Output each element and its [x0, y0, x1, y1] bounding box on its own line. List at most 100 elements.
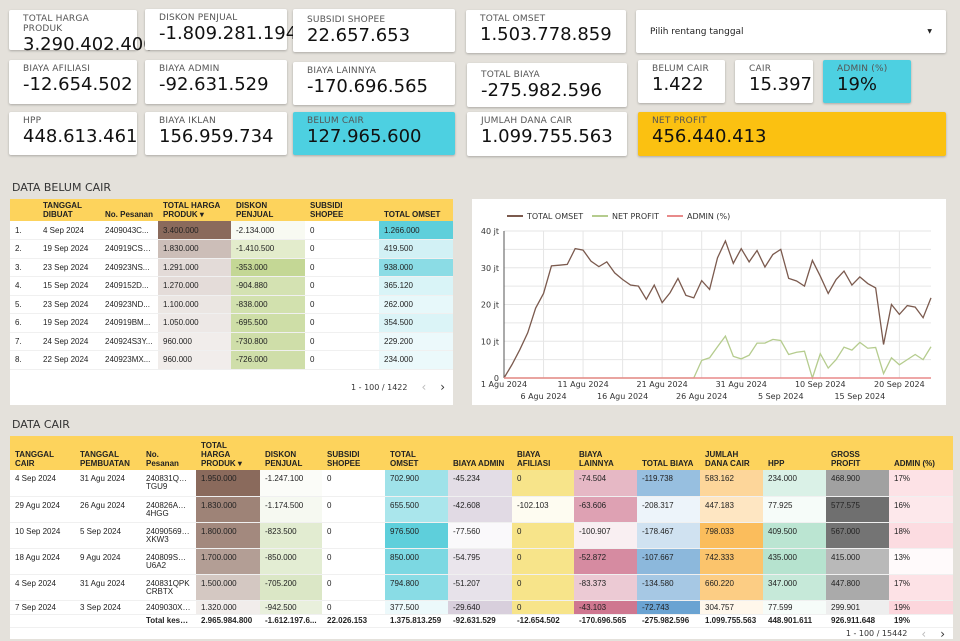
table-cell: 15 Sep 2024 — [38, 276, 100, 296]
value: 15.397 — [749, 74, 812, 95]
table-row[interactable]: 18 Agu 2024 9 Agu 2024 240809SDCC U6A2 1.70… — [10, 548, 953, 575]
y-tick-label: 10 jt — [481, 337, 499, 346]
table-cell: 31 Agu 2024 — [75, 470, 141, 497]
column-header[interactable]: TANGGAL DIBUAT — [38, 199, 100, 221]
value: -92.631.529 — [159, 74, 269, 95]
total-cell: 19% — [889, 614, 953, 628]
total-cell: 926.911.648 — [826, 614, 889, 628]
table-row[interactable]: 7. 24 Sep 2024 240924S3Y... 960.000 -730.800… — [10, 332, 453, 351]
column-header[interactable]: DISKON PENJUAL — [231, 199, 305, 221]
x-tick-label: 5 Sep 2024 — [758, 392, 804, 401]
table-cell: 9 Agu 2024 — [75, 548, 141, 575]
table-cell: 240923MX... — [100, 350, 158, 370]
table-cell: 1.266.000 — [379, 221, 453, 240]
table-cell: 2409030X5X — [141, 600, 196, 615]
table-cell: 1.830.000 — [196, 496, 260, 523]
label: BELUM CAIR — [652, 64, 709, 74]
table-row[interactable]: 4 Sep 2024 31 Agu 2024 240831QKJU TGU9 1.95… — [10, 470, 953, 497]
label: HPP — [23, 116, 42, 126]
column-header[interactable]: TANGGAL CAIR — [10, 436, 75, 470]
table-cell: -51.207 — [448, 574, 512, 601]
table-row[interactable]: 3. 23 Sep 2024 240923NS... 1.291.000 -353.00… — [10, 258, 453, 277]
table-cell: 0 — [305, 258, 379, 277]
column-header[interactable] — [10, 199, 38, 221]
label: CAIR — [749, 64, 772, 74]
table-cell: 702.900 — [385, 470, 448, 497]
column-header[interactable]: No. Pesanan — [141, 436, 196, 470]
line-chart-svg: 0 10 jt 20 jt 30 jt 40 jt 1 Agu 2024 6 Agu 202… — [481, 212, 932, 401]
table-cell: -850.000 — [260, 548, 322, 575]
next-page-icon[interactable]: › — [940, 626, 945, 641]
table-cell: 447.800 — [826, 574, 889, 601]
table-row[interactable]: 7 Sep 2024 3 Sep 2024 2409030X5X 1.320.000-… — [10, 600, 953, 615]
table-cell: -119.738 — [637, 470, 700, 497]
next-page-icon[interactable]: › — [440, 380, 446, 394]
prev-page-icon[interactable]: ‹ — [921, 626, 927, 641]
line-chart: 0 10 jt 20 jt 30 jt 40 jt 1 Agu 2024 6 Agu 202… — [472, 199, 946, 405]
table-row[interactable]: 4 Sep 2024 31 Agu 2024 240831QPK CRBTX 1.50… — [10, 574, 953, 601]
column-header[interactable]: JUMLAH DANA CAIR — [700, 436, 763, 470]
value: 456.440.413 — [652, 126, 767, 147]
scorecard-total-biaya: TOTAL BIAYA -275.982.596 — [467, 63, 627, 107]
scorecard-biaya-lainnya: BIAYA LAINNYA -170.696.565 — [293, 62, 455, 105]
table-row[interactable]: 10 Sep 2024 5 Sep 2024 24090569SS XKW3 1.80… — [10, 522, 953, 549]
table-row[interactable]: 6. 19 Sep 2024 240919BM... 1.050.000 -695.50… — [10, 313, 453, 333]
column-header[interactable]: BIAYA ADMIN — [448, 436, 512, 470]
table-cell: 31 Agu 2024 — [75, 574, 141, 601]
value: 19% — [837, 74, 878, 95]
table-cell: 960.000 — [158, 332, 231, 351]
total-cell: 448.901.611 — [763, 614, 826, 628]
pagination: 1 - 100 / 15442 ‹ › — [846, 626, 945, 641]
table-row[interactable]: 1. 4 Sep 2024 2409043C... 3.400.000 -2.134.0… — [10, 221, 453, 240]
column-header[interactable]: TANGGAL PEMBUATAN — [75, 436, 141, 470]
table-cell: 354.500 — [379, 313, 453, 333]
column-header[interactable]: SUBSIDI SHOPEE — [322, 436, 385, 470]
column-header[interactable]: TOTAL OMSET — [385, 436, 448, 470]
column-header[interactable]: HPP — [763, 436, 826, 470]
column-header[interactable]: BIAYA AFILIASI — [512, 436, 574, 470]
column-header[interactable]: ADMIN (%) — [889, 436, 953, 470]
table-row[interactable]: 2. 19 Sep 2024 240919CS0... 1.830.000 -1.410… — [10, 239, 453, 259]
table-cell: 0 — [322, 574, 385, 601]
table-cell: 0 — [322, 496, 385, 523]
total-cell: -170.696.565 — [574, 614, 637, 628]
x-tick-label: 26 Agu 2024 — [676, 392, 727, 401]
table-cell: -1.247.100 — [260, 470, 322, 497]
table-row[interactable]: 8. 22 Sep 2024 240923MX... 960.000 -726.000 0… — [10, 350, 453, 370]
table-row[interactable]: 29 Agu 2024 26 Agu 2024 240826AXB7 4HGG 1.8… — [10, 496, 953, 523]
table-cell: 262.000 — [379, 295, 453, 314]
table-row[interactable]: 5. 23 Sep 2024 240923ND... 1.100.000 -838.00… — [10, 295, 453, 314]
table-cell: 5 Sep 2024 — [75, 522, 141, 549]
table-cell: 24090569SS XKW3 — [141, 522, 196, 549]
column-header[interactable]: TOTAL HARGA PRODUK ▾ — [158, 199, 231, 221]
prev-page-icon[interactable]: ‹ — [421, 380, 427, 394]
column-header[interactable]: SUBSIDI SHOPEE — [305, 199, 379, 221]
table-cell: 240919CS0... — [100, 239, 158, 259]
table-cell: 435.000 — [763, 548, 826, 575]
pagination: 1 - 100 / 1422 ‹ › — [351, 380, 446, 394]
value: 22.657.653 — [307, 25, 411, 46]
column-header[interactable]: TOTAL BIAYA — [637, 436, 700, 470]
table-cell: 0 — [305, 239, 379, 259]
column-header[interactable]: TOTAL OMSET — [379, 199, 453, 221]
table-row[interactable]: 4. 15 Sep 2024 2409152D... 1.270.000 -904.88… — [10, 276, 453, 296]
scorecard-belum-cair-amount: BELUM CAIR 127.965.600 — [293, 112, 455, 155]
table-cell: 19 Sep 2024 — [38, 239, 100, 259]
table-cell: 7. — [10, 332, 38, 351]
table-cell: 29 Agu 2024 — [10, 496, 75, 523]
table-cell: 304.757 — [700, 600, 763, 615]
table-cell: 419.500 — [379, 239, 453, 259]
total-cell: -275.982.596 — [637, 614, 700, 628]
table-cell: 850.000 — [385, 548, 448, 575]
table-cell: 18% — [889, 522, 953, 549]
column-header[interactable]: DISKON PENJUAL — [260, 436, 322, 470]
column-header[interactable]: BIAYA LAINNYA — [574, 436, 637, 470]
table-cell: 240924S3Y... — [100, 332, 158, 351]
column-header[interactable]: TOTAL HARGA PRODUK ▾ — [196, 436, 260, 470]
label: BELUM CAIR — [307, 116, 364, 126]
label: NET PROFIT — [652, 116, 707, 126]
column-header[interactable]: No. Pesanan — [100, 199, 158, 221]
column-header[interactable]: GROSS PROFIT — [826, 436, 889, 470]
date-range-picker[interactable]: Pilih rentang tanggal ▼ — [636, 10, 946, 53]
total-cell: -92.631.529 — [448, 614, 512, 628]
